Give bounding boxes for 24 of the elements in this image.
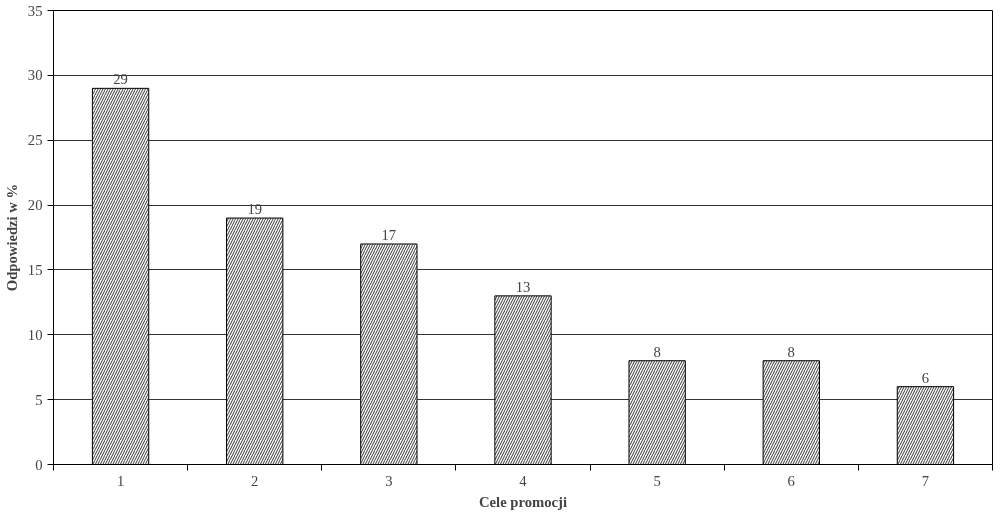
x-tick-label: 7: [921, 472, 930, 489]
y-tick-label: 0: [35, 456, 43, 473]
y-tick-label: 5: [35, 391, 43, 408]
x-tick-label: 4: [519, 472, 528, 489]
x-tick-label: 2: [251, 472, 259, 489]
x-tick-label: 1: [116, 472, 125, 489]
x-tick-label: 5: [653, 472, 661, 489]
y-tick-label: 35: [27, 2, 43, 19]
y-tick-label: 20: [27, 197, 43, 214]
data-label: 8: [653, 343, 661, 360]
data-label: 8: [787, 343, 795, 360]
y-tick-label: 30: [27, 67, 43, 84]
y-axis-title: Odpowiedzi w %: [3, 183, 20, 292]
x-tick-label: 6: [787, 472, 795, 489]
y-tick-label: 25: [27, 132, 43, 149]
data-label: 13: [515, 278, 531, 295]
x-tick-label: 3: [385, 472, 393, 489]
data-label: 17: [381, 226, 397, 243]
data-label: 29: [113, 71, 128, 88]
data-label: 19: [247, 201, 263, 218]
y-tick-label: 10: [27, 326, 43, 343]
data-label: 6: [921, 369, 930, 386]
x-axis-title: Cele promocji: [478, 493, 568, 510]
y-tick-label: 15: [27, 261, 43, 278]
